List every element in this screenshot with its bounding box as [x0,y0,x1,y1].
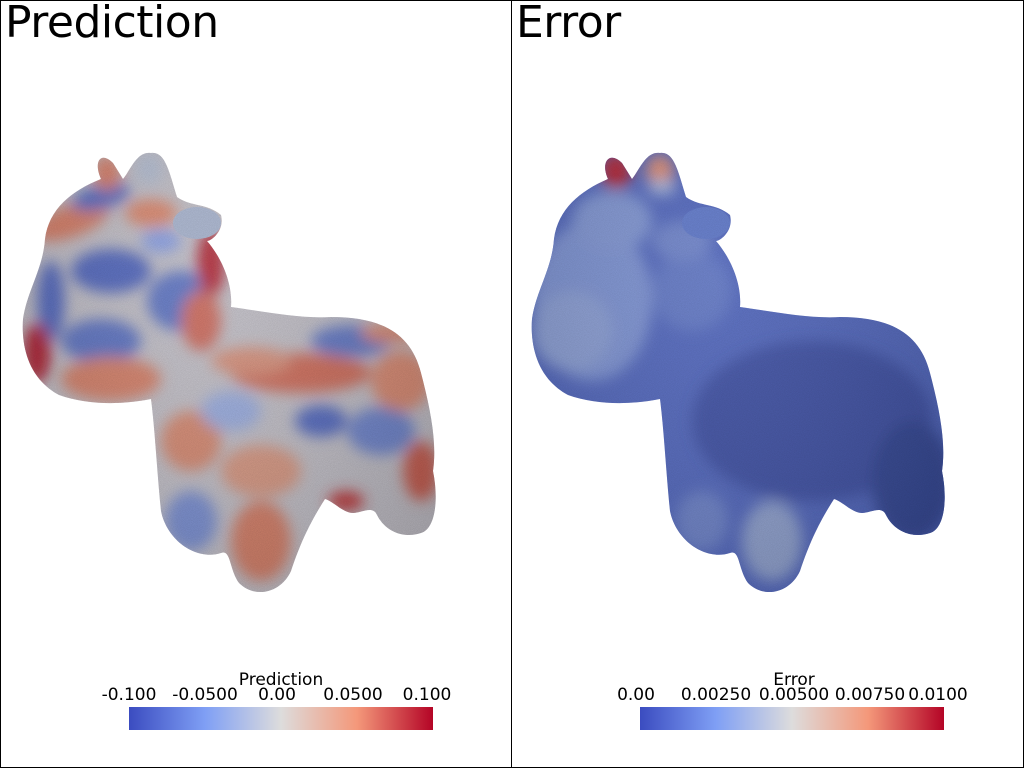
error-viewport[interactable]: Error [511,0,1024,768]
prediction-colorbar-tick: 0.00 [258,685,296,705]
prediction-colorbar [129,707,433,730]
prediction-colorbar-title: Prediction [238,670,324,690]
prediction-colorbar-tick: -0.100 [101,685,157,705]
prediction-colorbar-tick: 0.0500 [323,685,383,705]
prediction-colorbar-tick: -0.0500 [172,685,238,705]
prediction-colorbar-tick: 0.100 [402,685,452,705]
prediction-panel-title: Prediction [5,0,219,48]
error-panel-title: Error [516,0,621,48]
error-colorbar-tick: 0.00 [617,685,655,705]
error-colorbar [640,707,944,730]
prediction-viewport[interactable]: Prediction [0,0,512,768]
prediction-cow-model[interactable] [1,1,513,769]
error-colorbar-tick: 0.00750 [834,685,906,705]
error-colorbar-title: Error [773,670,815,690]
error-cow-model[interactable] [512,1,1024,769]
error-colorbar-tick: 0.0100 [908,685,968,705]
error-colorbar-tick: 0.00250 [680,685,752,705]
error-colorbar-tick: 0.00500 [758,685,830,705]
